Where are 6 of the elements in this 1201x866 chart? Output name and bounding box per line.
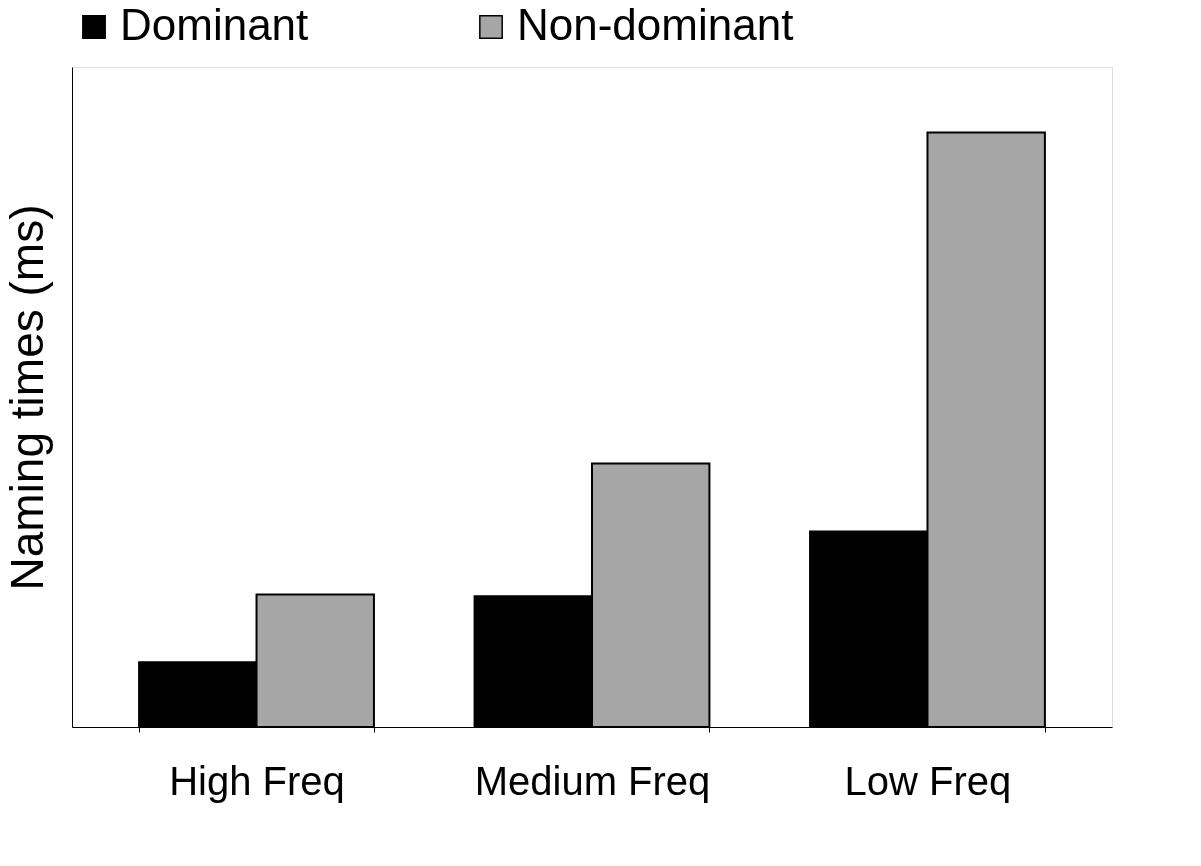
legend-label: Dominant (120, 0, 309, 49)
x-tick-label: Low Freq (844, 758, 1012, 803)
y-axis-title: Naming times (ms) (0, 204, 53, 591)
x-tick-label: Medium Freq (474, 758, 711, 803)
x-tick-label: High Freq (169, 758, 345, 803)
legend-label: Non-dominant (517, 0, 794, 49)
